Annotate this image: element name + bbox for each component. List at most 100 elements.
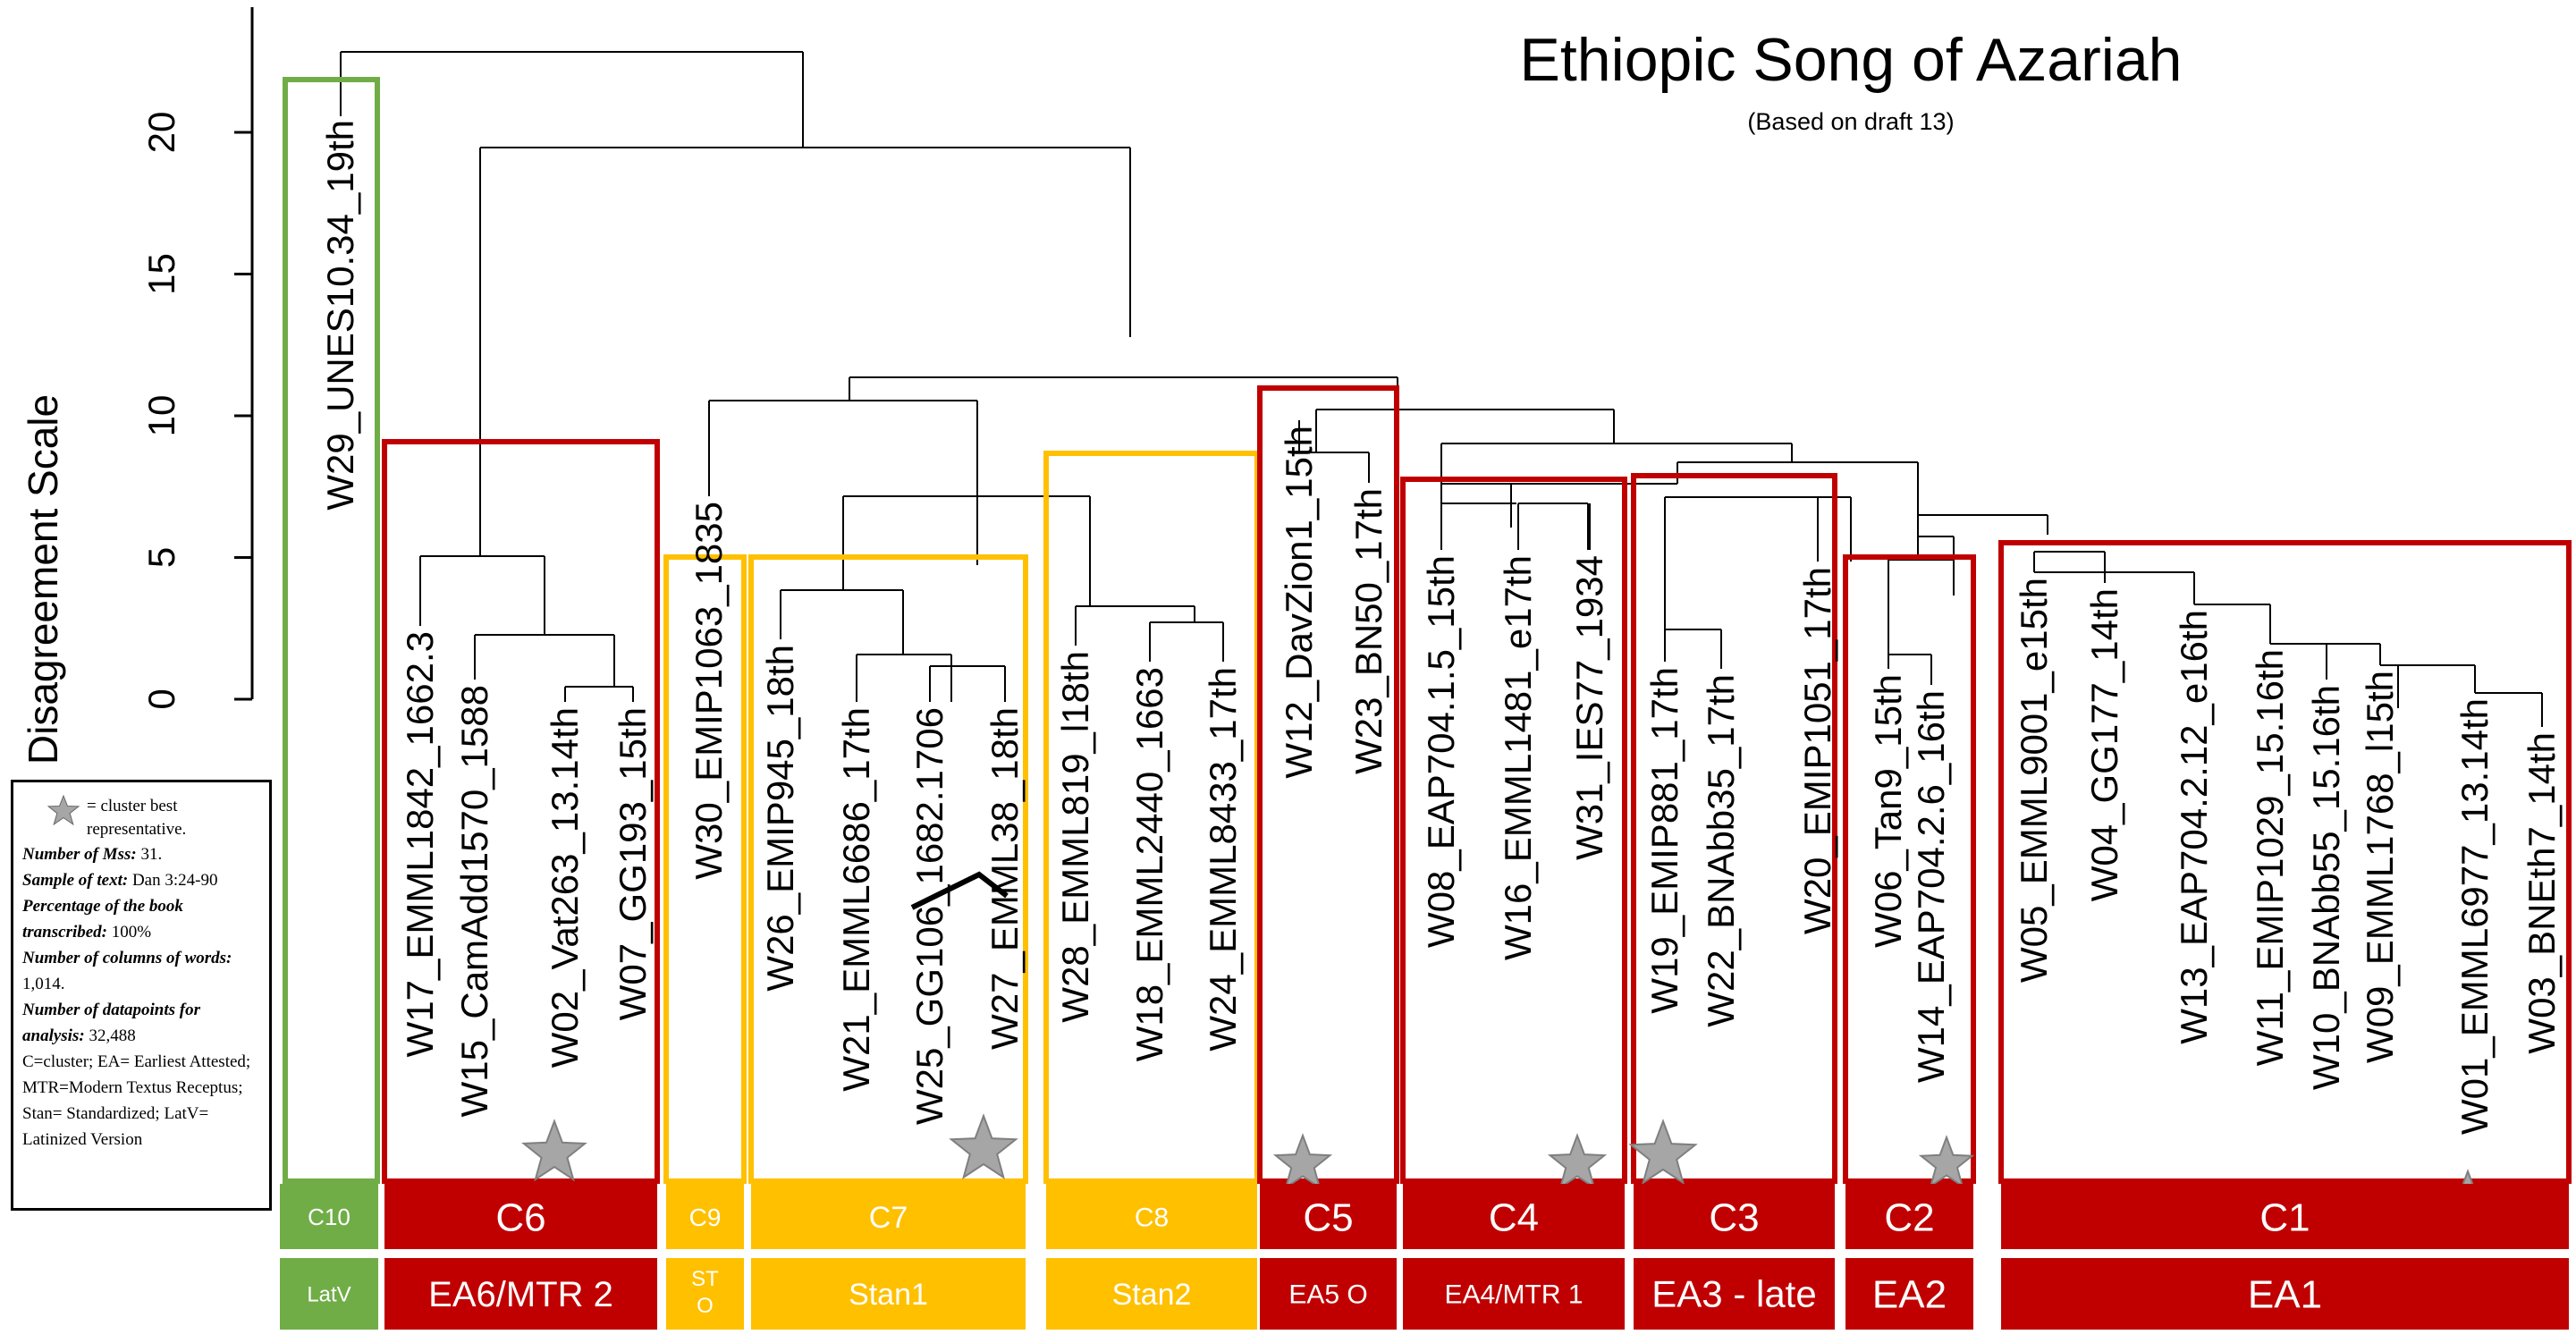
cluster-bars: C10 LatV C6 EA6/MTR 2 C9 ST O C7 Stan1 C8 Stan2 C5 E…	[280, 1184, 2569, 1330]
cluster-group-bar	[2001, 1258, 2569, 1330]
cluster-id-label: C6	[495, 1195, 545, 1239]
leaf-label: W15_CamAdd1570_1588	[453, 685, 495, 1117]
cluster-id-bar	[384, 1184, 657, 1249]
leaf-label: W25_GG106_1682.1706	[908, 707, 950, 1125]
y-axis-label: Disagreement Scale	[20, 394, 66, 764]
cluster-group-label: Stan1	[849, 1278, 928, 1312]
leaf-label: W06_Tan9_15th	[1867, 674, 1909, 948]
legend-percentage-label: Percentage of the book transcribed:	[22, 897, 183, 942]
leaf-label: W27_EMML38_18th	[984, 707, 1026, 1050]
legend-sample-value: Dan 3:24-90	[131, 871, 218, 890]
cluster-id-label: C5	[1303, 1195, 1353, 1239]
cluster-group-label: LatV	[307, 1282, 351, 1306]
cluster-box	[1843, 554, 1976, 1184]
leaf-label: W24_EMML8433_17th	[1202, 667, 1244, 1052]
leaf-label: W05_EMML9001_e15th	[2013, 578, 2055, 983]
cluster-group-bar	[1634, 1258, 1835, 1330]
leaf-label: W09_EMML1768_l15th	[2359, 671, 2401, 1063]
star-icon	[47, 795, 80, 825]
legend-box: = cluster best representative. Number of…	[11, 780, 272, 1211]
cluster-group-bar	[280, 1258, 378, 1330]
star-icon	[1918, 1135, 1975, 1188]
cluster-group-bar	[384, 1258, 657, 1330]
cluster-id-label: C9	[689, 1204, 722, 1231]
star-icon	[1628, 1119, 1698, 1185]
cluster-group-label: Stan2	[1112, 1278, 1192, 1312]
leaf-label: W04_GG177_14th	[2083, 588, 2125, 901]
leaf-label: W16_EMML1481_e17th	[1497, 555, 1539, 960]
cluster-group-label: EA3 - late	[1651, 1273, 1816, 1315]
legend-star-text: = cluster best representative.	[87, 797, 187, 839]
cluster-box	[283, 77, 380, 1184]
leaf-label: W20_EMIP1051_17th	[1796, 567, 1838, 934]
leaf-label: W18_EMML2440_1663	[1128, 667, 1170, 1061]
legend-datapoints-value: 32,488	[89, 1026, 136, 1045]
y-tick-label: 0	[140, 688, 182, 709]
legend-abbreviations: C=cluster; EA= Earliest Attested; MTR=Mo…	[22, 1052, 251, 1149]
cluster-id-label: C2	[1884, 1195, 1934, 1239]
cluster-id-bar	[666, 1184, 744, 1249]
leaf-label: W10_BNAbb55_15.16th	[2305, 685, 2347, 1090]
cluster-id-bar	[1260, 1184, 1397, 1249]
cluster-id-label: C7	[869, 1201, 908, 1235]
leaf-label: W03_BNEth7_14th	[2521, 732, 2563, 1054]
cluster-id-label: C4	[1489, 1195, 1539, 1239]
leaf-label: W17_EMML1842_1662.3	[399, 631, 441, 1057]
cluster-box	[382, 439, 660, 1184]
y-tick-label: 10	[140, 395, 182, 437]
cluster-group-label: ST O	[691, 1267, 719, 1318]
cluster-box	[1400, 477, 1627, 1184]
cluster-id-label: C3	[1709, 1195, 1759, 1239]
cluster-group-label: EA4/MTR 1	[1444, 1280, 1583, 1310]
page-subtitle: (Based on draft 13)	[1747, 108, 1954, 135]
cluster-group-label: EA6/MTR 2	[428, 1275, 613, 1314]
y-axis: 0 5 10 15 20 Disagreement Scale	[20, 7, 254, 764]
cluster-box	[1257, 385, 1399, 1184]
cluster-group-bar	[1046, 1258, 1257, 1330]
y-tick-label: 5	[140, 547, 182, 568]
cluster-group-bar	[1845, 1258, 1973, 1330]
leaf-label: W23_BN50_17th	[1347, 488, 1389, 774]
cluster-id-label: C10	[308, 1204, 351, 1230]
star-icon	[949, 1113, 1018, 1179]
cluster-group-label: EA1	[2248, 1272, 2322, 1316]
cluster-id-bar	[751, 1184, 1026, 1249]
cluster-group-label: EA2	[1872, 1272, 1947, 1316]
leaf-labels: W29_UNES10.34_19th W17_EMML1842_1662.3 W15…	[319, 120, 2563, 1135]
leaf-label: W01_EMML6977_13.14th	[2454, 698, 2496, 1135]
cluster-box	[1998, 540, 2572, 1184]
star-icon	[521, 1119, 587, 1182]
page-title: Ethiopic Song of Azariah	[1520, 26, 2183, 94]
cluster-id-label: C8	[1135, 1204, 1169, 1233]
cluster-box	[748, 554, 1028, 1184]
cluster-id-bar	[1403, 1184, 1625, 1249]
leaf-label: W14_EAP704.2.6_16th	[1910, 690, 1952, 1083]
legend-mss-label: Number of Mss:	[22, 845, 137, 864]
cluster-group-bar	[1260, 1258, 1397, 1330]
star-icon	[1547, 1133, 1608, 1190]
cluster-id-bar	[2001, 1184, 2569, 1249]
cluster-box	[663, 554, 747, 1184]
cluster-group-label: EA5 O	[1288, 1280, 1367, 1310]
legend-mss-value: 31.	[140, 845, 163, 864]
star-icon	[1272, 1133, 1333, 1190]
cluster-id-label: C1	[2259, 1195, 2310, 1239]
cluster-boxes	[283, 77, 2572, 1184]
legend-columns-value: 1,014.	[22, 975, 65, 993]
leaf-label: W28_EMML819_l18th	[1054, 651, 1096, 1023]
leaf-label: W08_EAP704.1.5_15th	[1420, 555, 1462, 948]
leaf-label: W12_DavZion1_15th	[1278, 426, 1320, 779]
legend-datapoints-label: Number of datapoints for analysis:	[22, 1001, 200, 1045]
cluster-id-bar	[280, 1184, 378, 1249]
legend-percentage-value: 100%	[111, 923, 152, 942]
leaf-label: W22_BNAbb35_17th	[1700, 674, 1742, 1027]
leaf-label: W21_EMML6686_17th	[835, 707, 877, 1092]
leaf-label: W29_UNES10.34_19th	[319, 120, 361, 511]
leaf-label: W30_EMIP1063_1835	[688, 502, 730, 880]
leaf-label: W07_GG193_15th	[612, 707, 654, 1020]
cluster-group-bar	[751, 1258, 1026, 1330]
cluster-box	[1631, 473, 1837, 1184]
y-tick-label: 20	[140, 112, 182, 154]
leaf-label: W11_EMIP1029_15.16th	[2249, 649, 2291, 1066]
